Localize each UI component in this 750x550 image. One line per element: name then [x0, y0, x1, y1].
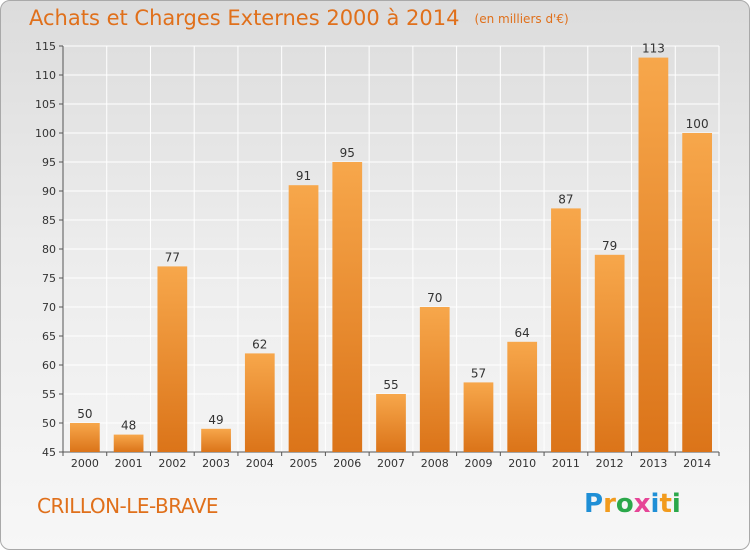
y-tick-label: 90 — [42, 185, 56, 198]
bar-2006 — [332, 162, 363, 452]
data-label-2001: 48 — [121, 419, 136, 433]
bar-2014 — [682, 133, 713, 452]
y-tick-label: 105 — [35, 98, 56, 111]
x-tick-label: 2004 — [246, 457, 274, 470]
data-label-2000: 50 — [77, 407, 92, 421]
x-tick-label: 2002 — [158, 457, 186, 470]
data-label-2014: 100 — [686, 117, 709, 131]
data-label-2002: 77 — [165, 250, 180, 264]
x-tick-label: 2000 — [71, 457, 99, 470]
x-tick-label: 2001 — [115, 457, 143, 470]
data-label-2009: 57 — [471, 366, 486, 380]
chart-title-text: Achats et Charges Externes 2000 à 2014 — [29, 6, 460, 30]
proxiti-logo: Proxiti — [584, 489, 681, 519]
x-tick-label: 2014 — [683, 457, 711, 470]
y-tick-label: 75 — [42, 272, 56, 285]
bar-2008 — [419, 307, 450, 452]
data-label-2012: 79 — [602, 239, 617, 253]
y-tick-label: 50 — [42, 417, 56, 430]
data-label-2003: 49 — [208, 413, 223, 427]
bar-2007 — [376, 394, 406, 452]
bar-2001 — [113, 434, 144, 452]
y-tick-label: 70 — [42, 301, 56, 314]
x-tick-label: 2010 — [508, 457, 536, 470]
y-tick-label: 85 — [42, 214, 56, 227]
chart-title: Achats et Charges Externes 2000 à 2014 (… — [29, 6, 569, 30]
labels: 45 50 55 60 65 70 75 80 85 90 95 100 105 110 115 50 2000… — [35, 40, 711, 470]
x-tick-label: 2012 — [596, 457, 624, 470]
y-tick-label: 55 — [42, 388, 56, 401]
y-tick-label: 45 — [42, 446, 56, 459]
bar-2004 — [244, 353, 275, 452]
y-tick-label: 115 — [35, 40, 56, 53]
data-label-2008: 70 — [427, 291, 442, 305]
logo-letter: o — [615, 489, 634, 519]
y-tick-label: 65 — [42, 330, 56, 343]
data-label-2007: 55 — [383, 378, 398, 392]
logo-letter: x — [633, 489, 651, 519]
x-tick-label: 2009 — [464, 457, 492, 470]
bars — [69, 57, 713, 452]
bar-2005 — [288, 185, 319, 452]
y-tick-label: 110 — [35, 69, 56, 82]
y-tick-label: 80 — [42, 243, 56, 256]
bar-2002 — [157, 266, 188, 452]
y-tick-label: 100 — [35, 127, 56, 140]
data-label-2006: 95 — [340, 146, 355, 160]
x-tick-label: 2013 — [639, 457, 667, 470]
data-label-2013: 113 — [642, 42, 665, 56]
logo-letter: i — [671, 489, 681, 519]
logo-letter: i — [650, 489, 660, 519]
bar-2010 — [507, 341, 538, 452]
x-tick-label: 2006 — [333, 457, 361, 470]
bar-2012 — [594, 254, 625, 452]
bar-2000 — [69, 423, 100, 452]
x-tick-label: 2003 — [202, 457, 230, 470]
chart-unit-text: (en milliers d'€) — [474, 12, 569, 26]
y-tick-label: 60 — [42, 359, 56, 372]
bar-2011 — [551, 208, 581, 452]
logo-letter: r — [603, 489, 616, 519]
data-label-2011: 87 — [558, 192, 573, 206]
x-tick-label: 2008 — [421, 457, 449, 470]
data-label-2010: 64 — [515, 326, 530, 340]
x-tick-label: 2005 — [290, 457, 318, 470]
x-tick-label: 2011 — [552, 457, 580, 470]
x-tick-label: 2007 — [377, 457, 405, 470]
data-label-2004: 62 — [252, 337, 267, 351]
y-tick-label: 95 — [42, 156, 56, 169]
bar-2009 — [463, 382, 494, 452]
bar-2013 — [638, 57, 669, 452]
bar-2003 — [201, 428, 231, 452]
place-name: CRILLON-LE-BRAVE — [37, 494, 219, 518]
logo-letter: P — [584, 489, 604, 519]
data-label-2005: 91 — [296, 169, 311, 183]
logo-letter: t — [659, 489, 672, 519]
